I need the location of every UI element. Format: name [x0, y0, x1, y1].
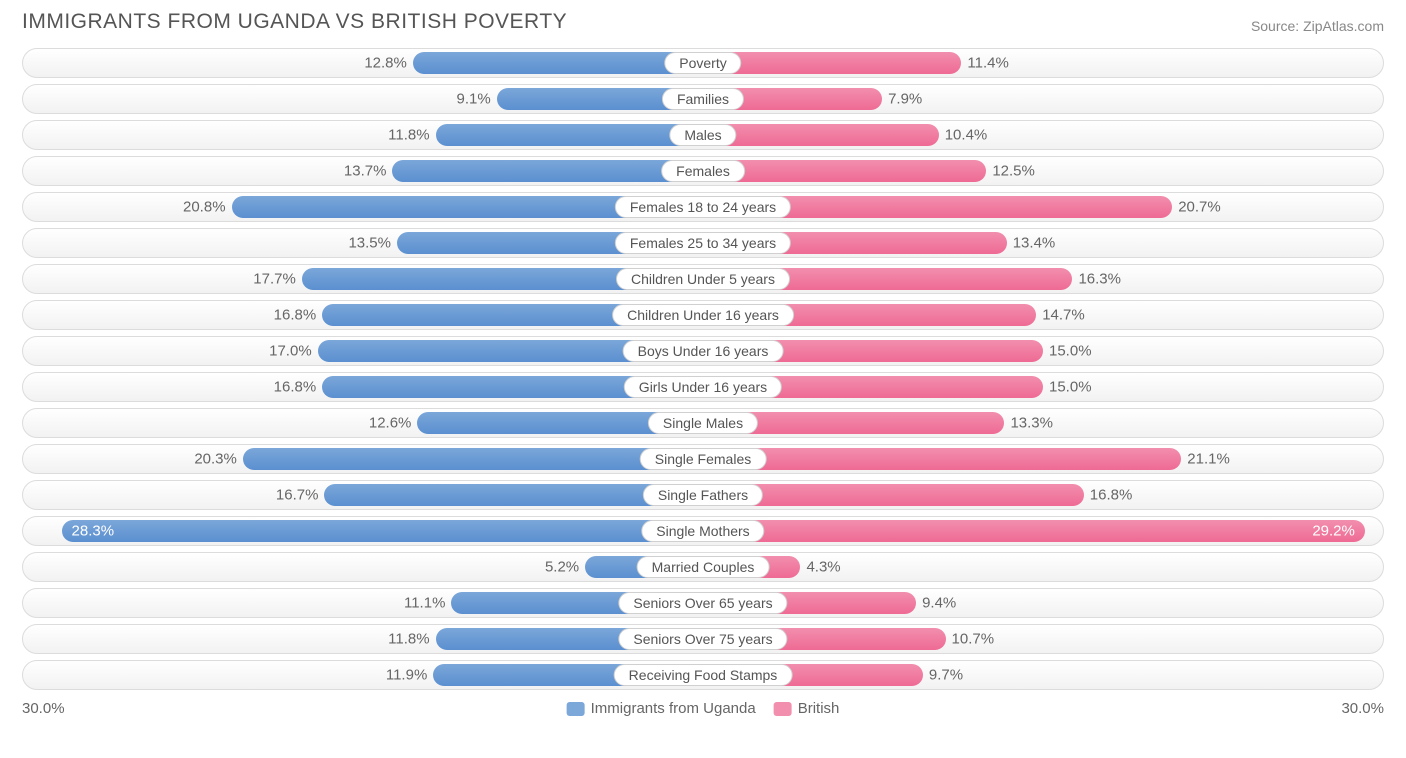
value-left: 28.3%: [72, 523, 115, 540]
diverging-bar-chart: 12.8%11.4%Poverty9.1%7.9%Families11.8%10…: [0, 40, 1406, 690]
value-right: 10.7%: [952, 631, 995, 648]
chart-row: 13.5% 13.4% Females 25 to 34 years: [22, 228, 1384, 258]
legend-swatch-left: [567, 702, 585, 716]
bar-right: 29.2%: [703, 520, 1365, 542]
value-right: 12.5%: [992, 163, 1035, 180]
bar-right: 12.5%: [703, 160, 986, 182]
legend: Immigrants from Uganda British: [567, 700, 840, 717]
value-right: 7.9%: [888, 91, 922, 108]
value-right: 13.3%: [1010, 415, 1053, 432]
value-right: 13.4%: [1013, 235, 1056, 252]
bar-left: 28.3%: [62, 520, 703, 542]
value-left: 20.3%: [194, 451, 237, 468]
legend-item-left: Immigrants from Uganda: [567, 700, 756, 717]
category-label: Girls Under 16 years: [624, 376, 782, 398]
chart-row: 12.6% 13.3% Single Males: [22, 408, 1384, 438]
category-label: Seniors Over 65 years: [618, 592, 787, 614]
axis-left-max: 30.0%: [22, 700, 65, 717]
value-left: 9.1%: [457, 91, 491, 108]
value-left: 12.6%: [369, 415, 412, 432]
chart-row: 11.8%10.4%Males: [22, 120, 1384, 150]
chart-row: 16.7% 16.8% Single Fathers: [22, 480, 1384, 510]
bar-left: 20.3%: [243, 448, 703, 470]
value-left: 16.8%: [274, 379, 317, 396]
value-left: 11.8%: [388, 127, 429, 144]
chart-row: 11.1% 9.4% Seniors Over 65 years: [22, 588, 1384, 618]
value-left: 17.7%: [253, 271, 296, 288]
value-right: 29.2%: [1312, 523, 1355, 540]
bar-left: 11.8%: [436, 124, 703, 146]
chart-row: 20.8% 20.7% Females 18 to 24 years: [22, 192, 1384, 222]
value-right: 16.8%: [1090, 487, 1133, 504]
value-right: 9.4%: [922, 595, 956, 612]
category-label: Females: [661, 160, 745, 182]
category-label: Single Fathers: [643, 484, 763, 506]
category-label: Families: [662, 88, 744, 110]
legend-item-right: British: [774, 700, 840, 717]
value-left: 13.7%: [344, 163, 387, 180]
value-left: 11.9%: [386, 667, 427, 684]
category-label: Single Females: [640, 448, 767, 470]
category-label: Married Couples: [637, 556, 770, 578]
bar-right: 11.4%: [703, 52, 961, 74]
value-left: 13.5%: [348, 235, 391, 252]
value-right: 15.0%: [1049, 343, 1092, 360]
value-left: 11.8%: [388, 631, 429, 648]
category-label: Males: [669, 124, 736, 146]
chart-row: 17.0% 15.0% Boys Under 16 years: [22, 336, 1384, 366]
value-right: 4.3%: [806, 559, 840, 576]
legend-swatch-right: [774, 702, 792, 716]
source-prefix: Source:: [1251, 18, 1303, 34]
chart-row: 13.7%12.5%Females: [22, 156, 1384, 186]
chart-row: 9.1% 7.9% Families: [22, 84, 1384, 114]
category-label: Females 18 to 24 years: [615, 196, 791, 218]
chart-source: Source: ZipAtlas.com: [1251, 18, 1384, 34]
value-left: 20.8%: [183, 199, 226, 216]
category-label: Children Under 5 years: [616, 268, 790, 290]
chart-row: 11.8% 10.7% Seniors Over 75 years: [22, 624, 1384, 654]
value-left: 12.8%: [364, 55, 407, 72]
chart-header: IMMIGRANTS FROM UGANDA VS BRITISH POVERT…: [0, 0, 1406, 40]
value-left: 16.7%: [276, 487, 319, 504]
bar-right: 10.4%: [703, 124, 939, 146]
value-right: 11.4%: [967, 55, 1008, 72]
chart-row: 16.8% 15.0% Girls Under 16 years: [22, 372, 1384, 402]
bar-right: 21.1%: [703, 448, 1181, 470]
category-label: Poverty: [664, 52, 741, 74]
value-left: 11.1%: [404, 595, 445, 612]
value-right: 21.1%: [1187, 451, 1230, 468]
value-left: 17.0%: [269, 343, 312, 360]
value-right: 10.4%: [945, 127, 988, 144]
axis-right-max: 30.0%: [1341, 700, 1384, 717]
source-name: ZipAtlas.com: [1303, 18, 1384, 34]
value-left: 16.8%: [274, 307, 317, 324]
chart-row: 20.3%21.1%Single Females: [22, 444, 1384, 474]
value-right: 16.3%: [1078, 271, 1121, 288]
value-left: 5.2%: [545, 559, 579, 576]
value-right: 14.7%: [1042, 307, 1085, 324]
category-label: Receiving Food Stamps: [614, 664, 793, 686]
value-right: 20.7%: [1178, 199, 1221, 216]
category-label: Single Males: [648, 412, 758, 434]
chart-row: 12.8%11.4%Poverty: [22, 48, 1384, 78]
bar-left: 13.7%: [392, 160, 703, 182]
chart-row: 11.9% 9.7% Receiving Food Stamps: [22, 660, 1384, 690]
category-label: Seniors Over 75 years: [618, 628, 787, 650]
category-label: Children Under 16 years: [612, 304, 794, 326]
legend-label-left: Immigrants from Uganda: [591, 700, 756, 717]
chart-row: 28.3% 29.2% Single Mothers: [22, 516, 1384, 546]
value-right: 15.0%: [1049, 379, 1092, 396]
category-label: Single Mothers: [641, 520, 764, 542]
legend-label-right: British: [798, 700, 840, 717]
category-label: Females 25 to 34 years: [615, 232, 791, 254]
chart-footer: 30.0% Immigrants from Uganda British 30.…: [0, 696, 1406, 717]
chart-row: 16.8% 14.7% Children Under 16 years: [22, 300, 1384, 330]
chart-row: 17.7% 16.3% Children Under 5 years: [22, 264, 1384, 294]
chart-row: 5.2% 4.3% Married Couples: [22, 552, 1384, 582]
category-label: Boys Under 16 years: [623, 340, 784, 362]
chart-title: IMMIGRANTS FROM UGANDA VS BRITISH POVERT…: [22, 10, 567, 34]
bar-left: 12.8%: [413, 52, 703, 74]
value-right: 9.7%: [929, 667, 963, 684]
